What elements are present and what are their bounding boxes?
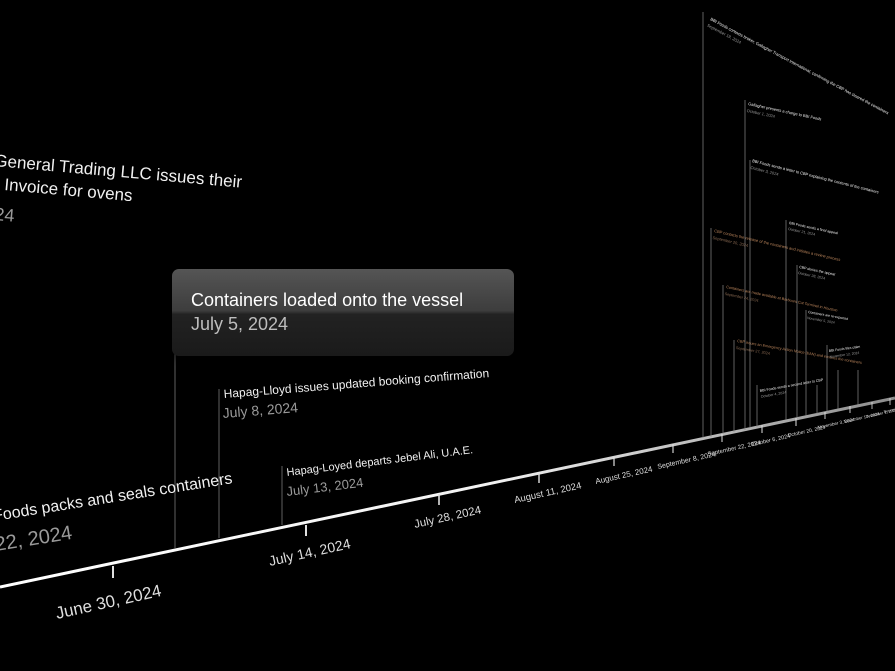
callout-title: Containers loaded onto the vessel [191, 290, 464, 310]
axis-label: August 25, 2024 [594, 464, 653, 486]
event-date: September 27, 2024 [736, 346, 771, 356]
event-booking[interactable]: Hapag-Lloyd issues updated booking confi… [222, 366, 490, 421]
event-title: BBI Foods files claim [829, 345, 861, 353]
axis-label: July 14, 2024 [267, 535, 352, 569]
event-date: November 5, 2024 [807, 316, 835, 325]
axis-label: December 15, 2024 [883, 403, 895, 414]
far-event[interactable]: CBP denies the appeal October 28, 2024 [798, 265, 836, 282]
far-event[interactable]: BBI Foods sends a letter to CBP explaini… [750, 158, 879, 201]
axis-label: June 30, 2024 [54, 581, 163, 623]
event-packs[interactable]: Foods packs and seals containers 22, 202… [0, 470, 234, 556]
event-title: Foods packs and seals containers [0, 470, 234, 525]
event-title: BBI Foods contacts broker, Gallagher Tra… [710, 16, 890, 115]
event-departs[interactable]: Hapag-Loyed departs Jebel Ali, U.A.E. Ju… [286, 444, 474, 499]
event-date: 24 [0, 204, 15, 226]
event-date: October 3, 2024 [750, 165, 780, 177]
axis-label: October 6, 2024 [751, 434, 791, 448]
event-date: October 1, 2024 [746, 108, 776, 119]
event-date: November 12, 2024 [829, 351, 859, 359]
event-date: October 28, 2024 [798, 271, 826, 281]
axis-label: July 28, 2024 [413, 504, 483, 531]
event-title: Hapag-Loyed departs Jebel Ali, U.A.E. [286, 444, 474, 479]
event-stems [174, 12, 859, 548]
event-title: CBP denies the appeal [799, 265, 836, 277]
event-date: July 13, 2024 [286, 475, 365, 499]
event-title: BBI Foods sends a letter to CBP explaini… [752, 158, 880, 194]
event-title: CBP contacts the release of the containe… [714, 228, 841, 262]
event-invoice[interactable]: General Trading LLC issues their Invoice… [0, 151, 243, 226]
event-title: BBI Foods sends a second letter to CBP [759, 378, 824, 393]
far-event[interactable]: BBI Foods files claim November 12, 2024 [829, 345, 862, 359]
axis-ticks [112, 398, 891, 578]
axis-labels: June 30, 2024 July 14, 2024 July 28, 202… [54, 403, 895, 623]
timeline-axis [0, 396, 895, 589]
event-date: October 21, 2024 [788, 227, 816, 237]
event-date: October 4, 2024 [761, 390, 787, 398]
event-date: September 24, 2024 [724, 292, 759, 303]
far-event[interactable]: BBI Foods sends a final appeal October 2… [788, 221, 839, 241]
far-event[interactable]: CBP contacts the release of the containe… [712, 228, 841, 269]
event-date: July 8, 2024 [222, 399, 299, 421]
callout-date: July 5, 2024 [191, 314, 289, 334]
far-event[interactable]: Gallagher presents a charge to BBI Foods… [746, 101, 822, 128]
axis-label: December 1, 2024 [865, 407, 895, 419]
event-date: 22, 2024 [0, 522, 74, 556]
far-event[interactable]: BBI Foods sends a second letter to CBP O… [759, 378, 825, 399]
axis-label: August 11, 2024 [513, 480, 582, 506]
far-event[interactable]: Containers are re-exported November 5, 2… [807, 310, 849, 327]
event-title: Hapag-Lloyd issues updated booking confi… [223, 366, 489, 401]
event-callout[interactable]: Containers loaded onto the vessel July 5… [172, 269, 514, 356]
event-title: Containers are re-exported [808, 310, 849, 321]
far-event[interactable]: BBI Foods contacts broker, Gallagher Tra… [706, 16, 889, 121]
